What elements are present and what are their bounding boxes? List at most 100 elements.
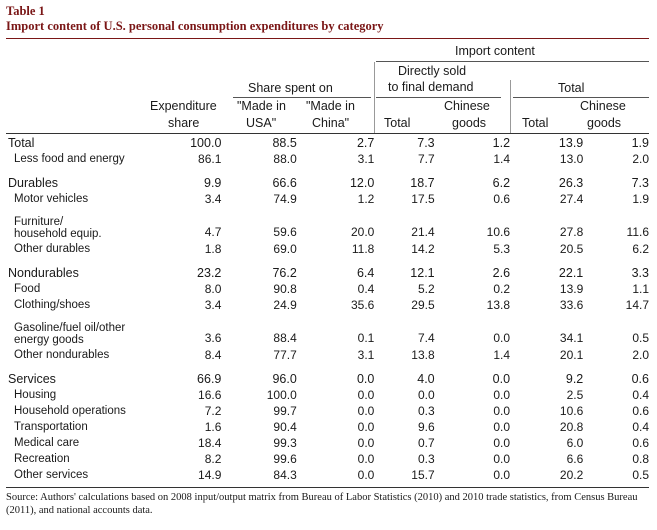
header-share-spent-on: Share spent on bbox=[248, 81, 333, 95]
header-tot-chinese-2: goods bbox=[587, 116, 622, 130]
value-cell: 3.1 bbox=[357, 348, 375, 362]
value-cell: 20.5 bbox=[559, 242, 584, 256]
value-cell: 7.7 bbox=[417, 152, 435, 166]
table-bottom-rule bbox=[6, 487, 649, 488]
value-cell: 0.0 bbox=[357, 404, 375, 418]
row-label: Transportation bbox=[14, 421, 88, 433]
value-cell: 5.2 bbox=[417, 282, 435, 296]
value-cell: 14.7 bbox=[625, 298, 649, 312]
value-cell: 74.9 bbox=[273, 192, 297, 206]
value-cell: 88.4 bbox=[273, 331, 297, 345]
row-label: Other nondurables bbox=[14, 349, 110, 361]
row-label: Less food and energy bbox=[14, 153, 125, 165]
value-cell: 88.0 bbox=[273, 152, 297, 166]
source-note: Source: Authors' calculations based on 2… bbox=[6, 492, 638, 516]
category-row: Services 66.9 96.0 0.0 4.0 0.0 9.2 0.6 bbox=[6, 371, 649, 387]
subcategory-row: Household operations 7.2 99.7 0.0 0.3 0.0 10.6… bbox=[6, 403, 649, 419]
value-cell: 13.9 bbox=[558, 136, 584, 150]
subcategory-row: Other nondurables 8.4 77.7 3.1 13.8 1.4 20.1 2.… bbox=[6, 347, 649, 363]
header-usa-1: "Made in bbox=[237, 99, 286, 113]
value-cell: 100.0 bbox=[266, 388, 297, 402]
value-cell: 5.3 bbox=[493, 242, 511, 256]
value-cell: 14.2 bbox=[411, 242, 435, 256]
value-cell: 0.0 bbox=[357, 388, 375, 402]
value-cell: 90.4 bbox=[273, 420, 297, 434]
value-cell: 20.0 bbox=[350, 225, 375, 239]
value-cell: 2.6 bbox=[492, 266, 511, 280]
row-spacer bbox=[6, 257, 649, 265]
value-cell: 0.3 bbox=[417, 404, 435, 418]
value-cell: 22.1 bbox=[558, 266, 584, 280]
value-cell: 0.0 bbox=[493, 436, 511, 450]
value-cell: 3.4 bbox=[204, 298, 222, 312]
value-cell: 1.2 bbox=[492, 136, 511, 150]
value-cell: 4.0 bbox=[417, 372, 435, 386]
header-direct-chinese-1: Chinese bbox=[444, 99, 490, 113]
value-cell: 0.0 bbox=[357, 420, 375, 434]
value-cell: 15.7 bbox=[411, 468, 435, 482]
value-cell: 77.7 bbox=[273, 348, 297, 362]
row-label-line1: Furniture/ bbox=[14, 216, 64, 228]
value-cell: 27.8 bbox=[559, 225, 584, 239]
row-label: Furniture/household equip. bbox=[6, 207, 157, 241]
row-label: Other durables bbox=[14, 243, 91, 255]
value-cell: 99.6 bbox=[273, 452, 297, 466]
value-cell: 13.8 bbox=[411, 348, 435, 362]
value-cell: 20.1 bbox=[559, 348, 584, 362]
value-cell: 0.0 bbox=[493, 388, 511, 402]
value-cell: 11.8 bbox=[351, 242, 375, 256]
value-cell: 0.0 bbox=[493, 468, 511, 482]
row-label-line2: energy goods bbox=[14, 334, 84, 346]
value-cell: 0.0 bbox=[493, 452, 511, 466]
value-cell: 66.6 bbox=[272, 176, 297, 190]
table-label: Table 1 bbox=[6, 4, 45, 18]
row-spacer bbox=[6, 167, 649, 175]
value-cell: 20.2 bbox=[559, 468, 584, 482]
subcategory-row: Other services 14.9 84.3 0.0 15.7 0.0 20.2 0.5 bbox=[6, 467, 649, 483]
header-tot-chinese-1: Chinese bbox=[580, 99, 626, 113]
value-cell: 13.8 bbox=[486, 298, 511, 312]
value-cell: 8.0 bbox=[204, 282, 222, 296]
value-cell: 16.6 bbox=[198, 388, 222, 402]
value-cell: 3.6 bbox=[204, 331, 222, 345]
value-cell: 7.3 bbox=[631, 176, 649, 190]
value-cell: 0.0 bbox=[493, 331, 511, 345]
subcategory-row: Furniture/household equip. 4.7 59.6 20.0 21.… bbox=[6, 207, 649, 241]
value-cell: 1.6 bbox=[204, 420, 222, 434]
divider-direct-total bbox=[510, 80, 511, 134]
value-cell: 6.0 bbox=[566, 436, 584, 450]
header-expenditure-2: share bbox=[168, 116, 200, 130]
value-cell: 66.9 bbox=[197, 372, 222, 386]
header-china-1: "Made in bbox=[306, 99, 355, 113]
value-cell: 12.0 bbox=[349, 176, 375, 190]
value-cell: 33.6 bbox=[559, 298, 584, 312]
share-spent-rule bbox=[233, 97, 371, 98]
subcategory-row: Housing 16.6 100.0 0.0 0.0 0.0 2.5 0.4 bbox=[6, 387, 649, 403]
row-label-line2: household equip. bbox=[14, 228, 102, 240]
value-cell: 4.7 bbox=[204, 225, 222, 239]
value-cell: 1.9 bbox=[631, 136, 649, 150]
value-cell: 1.9 bbox=[632, 192, 649, 206]
value-cell: 23.2 bbox=[197, 266, 222, 280]
value-cell: 0.5 bbox=[632, 331, 649, 345]
value-cell: 1.4 bbox=[493, 152, 511, 166]
value-cell: 6.2 bbox=[632, 242, 649, 256]
data-table: Total 100.0 88.5 2.7 7.3 1.2 13.9 1.9 Less food … bbox=[6, 135, 649, 483]
spacer-cell bbox=[6, 257, 649, 265]
value-cell: 3.4 bbox=[204, 192, 222, 206]
subcategory-row: Recreation 8.2 99.6 0.0 0.3 0.0 6.6 0.8 bbox=[6, 451, 649, 467]
category-row: Nondurables 23.2 76.2 6.4 12.1 2.6 22.1 3.3 bbox=[6, 265, 649, 281]
spacer-cell bbox=[6, 167, 649, 175]
value-cell: 76.2 bbox=[272, 266, 297, 280]
value-cell: 90.8 bbox=[273, 282, 297, 296]
category-row: Total 100.0 88.5 2.7 7.3 1.2 13.9 1.9 bbox=[6, 135, 649, 151]
value-cell: 18.7 bbox=[410, 176, 435, 190]
value-cell: 8.4 bbox=[204, 348, 222, 362]
value-cell: 29.5 bbox=[411, 298, 435, 312]
subcategory-row: Other durables 1.8 69.0 11.8 14.2 5.3 20.5 6.2 bbox=[6, 241, 649, 257]
subcategory-row: Motor vehicles 3.4 74.9 1.2 17.5 0.6 27.4 1.9 bbox=[6, 191, 649, 207]
value-cell: 69.0 bbox=[273, 242, 297, 256]
value-cell: 3.3 bbox=[631, 266, 649, 280]
value-cell: 24.9 bbox=[273, 298, 297, 312]
